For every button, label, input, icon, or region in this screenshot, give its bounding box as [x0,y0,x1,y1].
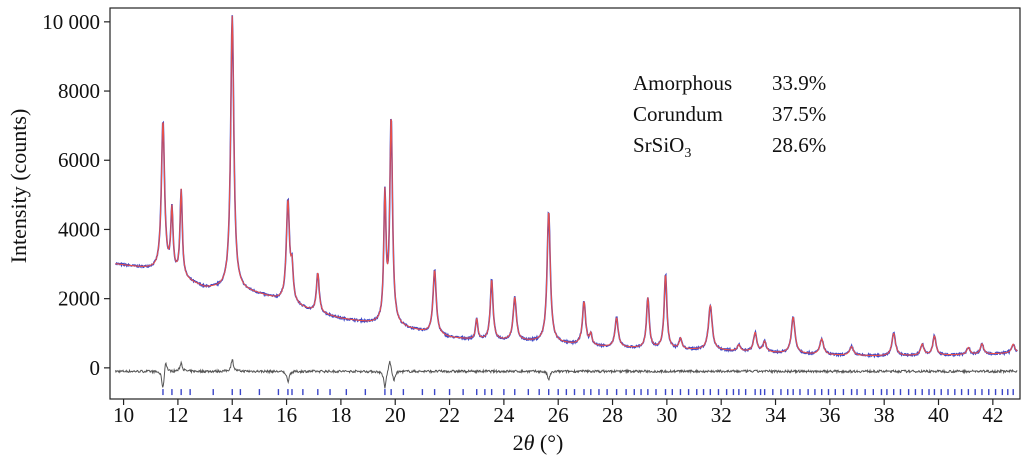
y-tick-label: 4000 [58,217,100,241]
phase-name-srsio3-main: SrSiO [633,133,684,157]
x-tick-label: 18 [330,403,351,427]
phase-value-corundum: 37.5% [772,102,826,126]
phase-name-amorphous: Amorphous [633,71,732,95]
y-tick-label: 0 [90,356,101,380]
phase-fractions: Amorphous 33.9% Corundum 37.5% SrSiO3 28… [633,71,826,161]
axes-box [109,7,1021,400]
x-tick-label: 24 [493,403,515,427]
phase-name-srsio3-subscript: 3 [684,146,691,161]
x-tick-label: 12 [167,403,188,427]
x-tick-label: 14 [222,403,244,427]
x-tick-label: 28 [602,403,623,427]
phase-name-srsio3: SrSiO3 [633,133,691,161]
y-tick-label: 10 000 [42,10,100,34]
x-tick-label: 38 [874,403,895,427]
x-tick-label: 26 [548,403,569,427]
y-axis-label: Intensity (counts) [6,109,31,264]
x-tick-label: 20 [385,403,406,427]
x-tick-label: 40 [928,403,949,427]
x-tick-label: 10 [113,403,134,427]
y-tick-label: 6000 [58,148,100,172]
phase-value-amorphous: 33.9% [772,71,826,95]
x-tick-label: 30 [656,403,677,427]
calculated-pattern [115,15,1018,356]
reflection-markers [162,389,1014,396]
calculated-line [115,15,1018,356]
x-axis-ticks: 10 12 14 16 18 20 22 24 26 28 30 32 34 36 38 40 42 [113,399,1003,427]
observed-pattern [114,15,1018,359]
phase-value-srsio3: 28.6% [772,133,826,157]
x-tick-label: 32 [711,403,732,427]
x-tick-label: 42 [982,403,1003,427]
x-tick-label: 16 [276,403,297,427]
x-tick-label: 34 [765,403,787,427]
y-tick-label: 2000 [58,287,100,311]
y-tick-label: 8000 [58,79,100,103]
x-tick-label: 36 [819,403,840,427]
difference-curve [114,358,1018,389]
phase-name-corundum: Corundum [633,102,723,126]
difference-line [114,358,1018,389]
observed-line [114,15,1018,359]
x-axis-label: 2θ (°) [513,430,564,455]
y-axis-ticks: 0 2000 4000 6000 8000 10 000 [42,10,110,380]
x-tick-label: 22 [439,403,460,427]
